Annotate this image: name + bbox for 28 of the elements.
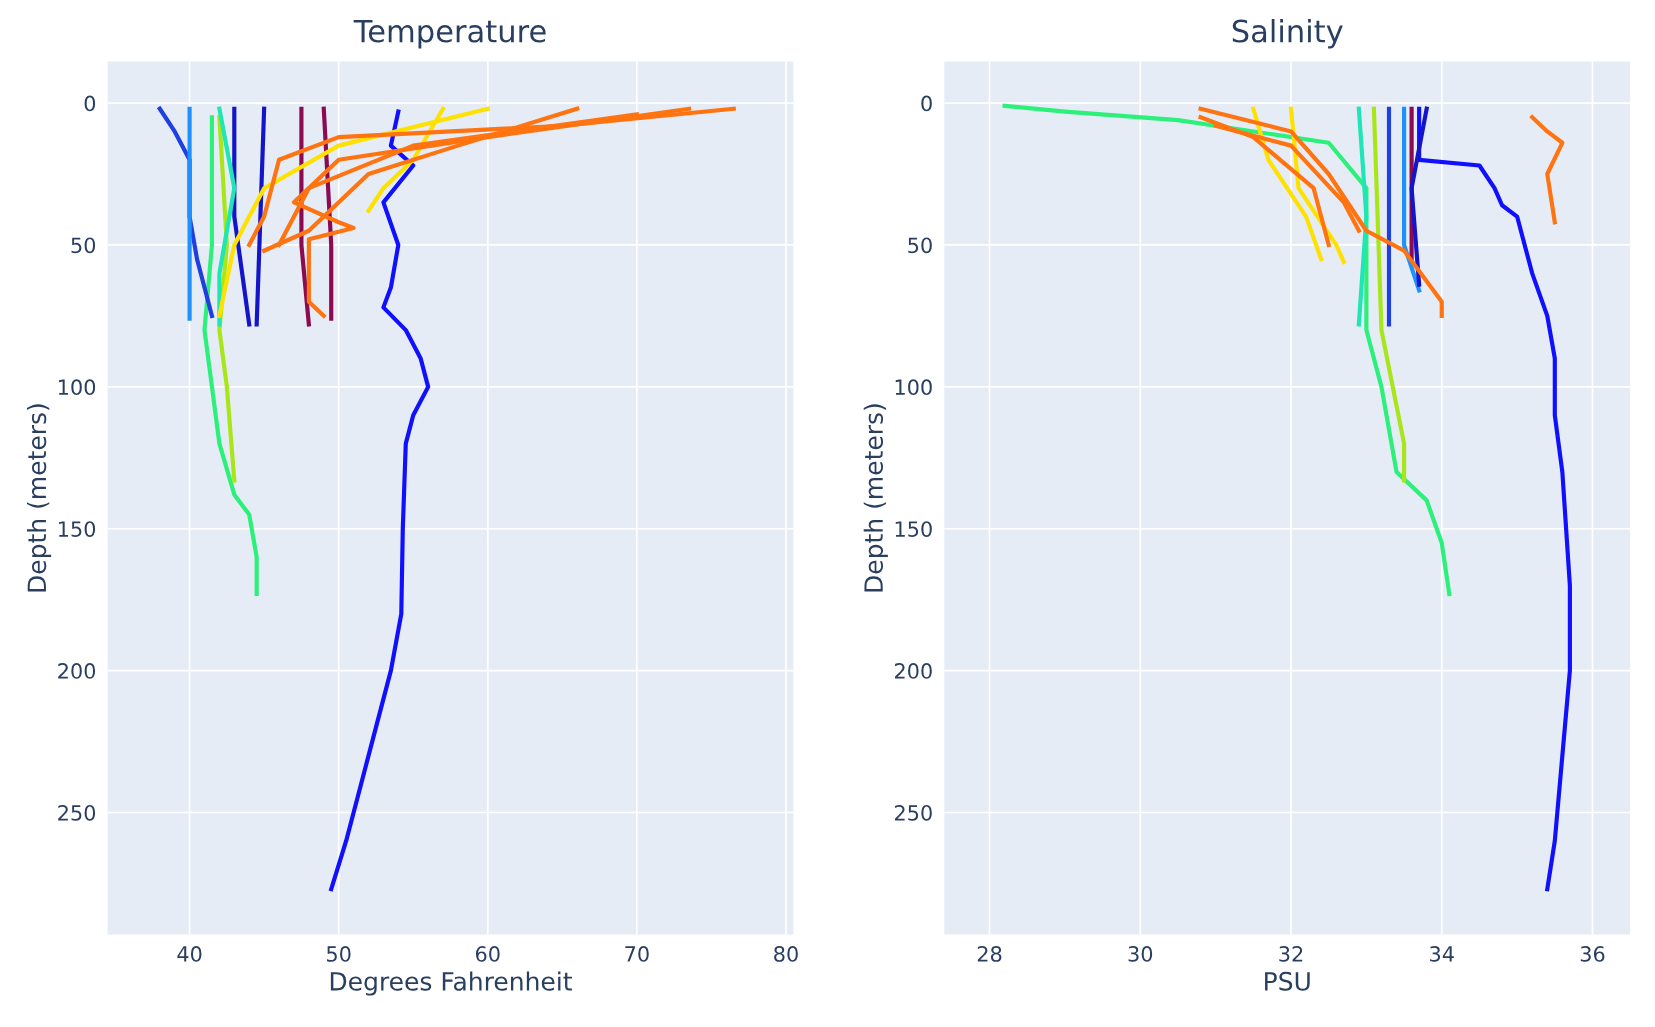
y-axis-title: Depth (meters) — [26, 404, 52, 592]
y-tick-label: 150 — [58, 521, 96, 537]
y-tick-label: 0 — [84, 95, 96, 112]
x-axis-title: Degrees Fahrenheit — [330, 971, 572, 996]
y-tick-label: 250 — [58, 804, 96, 821]
x-tick-label: 30 — [1128, 946, 1153, 962]
y-tick-label: 50 — [71, 237, 96, 254]
x-tick-label: 34 — [1430, 946, 1454, 962]
y-tick-label: 250 — [894, 804, 932, 821]
y-tick-label: 100 — [895, 379, 932, 396]
y-tick-label: 150 — [895, 521, 932, 537]
x-axis-title: PSU — [1265, 971, 1310, 991]
x-tick-label: 70 — [625, 946, 649, 962]
y-tick-label: 200 — [58, 663, 96, 679]
x-tick-label: 36 — [1580, 946, 1605, 962]
x-tick-label: 50 — [327, 946, 351, 962]
y-tick-label: 100 — [58, 379, 96, 396]
x-tick-label: 28 — [977, 946, 1002, 962]
y-tick-label: 200 — [894, 663, 932, 679]
x-tick-label: 40 — [177, 946, 202, 962]
x-tick-label: 32 — [1279, 946, 1303, 962]
chart-title: Temperature — [353, 19, 546, 49]
y-tick-label: 0 — [921, 95, 932, 112]
x-tick-label: 60 — [475, 946, 500, 962]
y-axis-title: Depth (meters) — [863, 404, 888, 592]
x-tick-label: 80 — [774, 946, 798, 962]
chart-title: Salinity — [1232, 18, 1343, 49]
y-tick-label: 50 — [908, 237, 932, 254]
